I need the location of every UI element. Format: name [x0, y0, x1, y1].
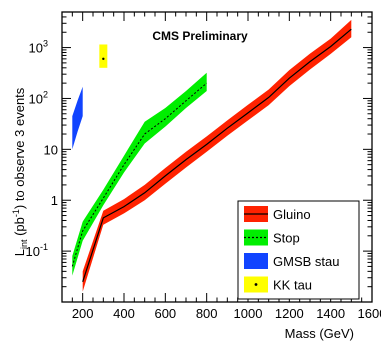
x-tick-label: 1200 [275, 306, 304, 321]
gluino-line [82, 28, 352, 282]
x-tick-label: 1400 [316, 306, 345, 321]
y-axis-label: Lint (pb-1) to observe 3 events [11, 87, 29, 256]
legend-label-stop: Stop [273, 231, 300, 246]
y-label-unit: (pb [12, 217, 27, 239]
x-tick-label: 600 [154, 306, 176, 321]
data-bands [72, 19, 352, 292]
y-tick-base: 10 [29, 41, 43, 56]
y-tick-label: 103 [29, 39, 48, 56]
y-tick-label: 10 [44, 142, 58, 157]
y-label-tail: ) to observe 3 events [12, 87, 27, 209]
gluino-band [82, 19, 352, 292]
kk-tau-point [102, 57, 105, 61]
y-label-exp: -1 [11, 209, 21, 217]
y-label-sub: int [19, 239, 29, 249]
legend: Gluino Stop GMSB stau KK tau [237, 200, 360, 300]
x-tick-label: 1000 [234, 306, 263, 321]
x-tick-label: 1600 [358, 306, 381, 321]
y-tick-label: 1 [51, 193, 58, 208]
x-tick-label: 800 [196, 306, 218, 321]
gmsb-stau-band [72, 86, 83, 150]
y-tick-label: 102 [29, 89, 48, 106]
y-tick-label: 10-1 [26, 242, 48, 259]
central-lines [71, 28, 352, 282]
y-tick-exponent: 2 [43, 89, 48, 99]
x-axis: 200 400 600 800 1000 1200 1400 1600 [61, 12, 381, 321]
stop-band [72, 72, 207, 276]
legend-label-gmsb-stau: GMSB stau [273, 254, 339, 269]
x-axis-label: Mass (GeV) [285, 326, 354, 341]
legend-label-gluino: Gluino [273, 207, 311, 222]
y-tick-exponent: -1 [40, 242, 48, 252]
legend-marker-kk-tau [254, 283, 258, 286]
y-tick-exponent: 3 [43, 39, 48, 49]
y-tick-base: 10 [44, 142, 58, 157]
y-tick-base: 1 [51, 193, 58, 208]
stop-line [71, 82, 208, 267]
kk-tau-band [99, 44, 108, 68]
x-tick-label: 200 [72, 306, 94, 321]
y-label-main: L [12, 249, 27, 256]
y-tick-base: 10 [29, 91, 43, 106]
legend-label-kk-tau: KK tau [273, 278, 312, 293]
x-tick-label: 400 [113, 306, 135, 321]
y-tick-base: 10 [26, 244, 40, 259]
legend-swatch-gmsb-stau [244, 253, 268, 269]
chart-title: CMS Preliminary [152, 29, 248, 43]
